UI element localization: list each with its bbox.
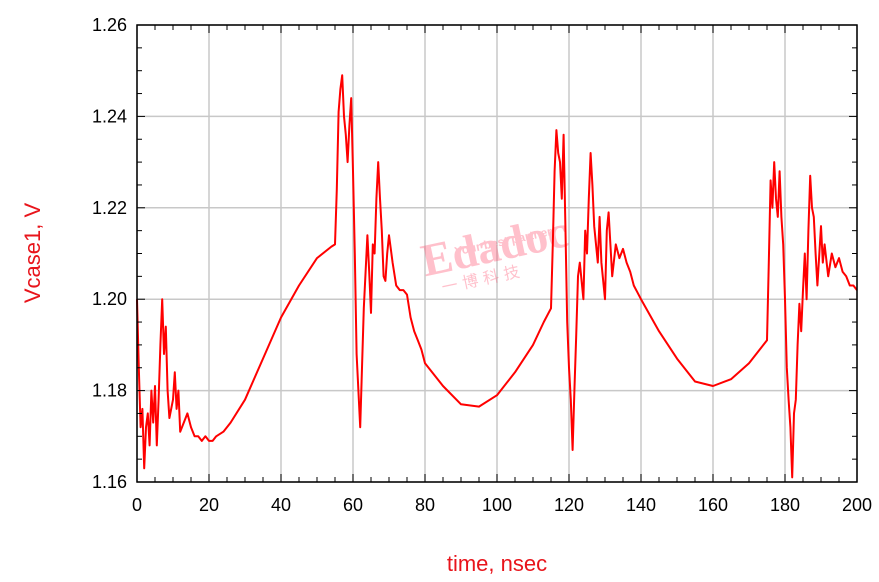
y-axis-label: Vcase1, V — [20, 203, 45, 304]
x-tick-label: 40 — [271, 495, 291, 515]
x-tick-label: 200 — [842, 495, 872, 515]
y-tick-label: 1.26 — [92, 15, 127, 35]
x-tick-label: 20 — [199, 495, 219, 515]
x-tick-label: 180 — [770, 495, 800, 515]
x-tick-label: 80 — [415, 495, 435, 515]
y-tick-label: 1.16 — [92, 472, 127, 492]
x-tick-label: 60 — [343, 495, 363, 515]
ticks: 0 20 40 60 80 100 120 140 160 180 200 1.16 1.18 1.20 1… — [92, 15, 872, 515]
series-line-vcase1 — [136, 74, 858, 479]
y-tick-label: 1.20 — [92, 289, 127, 309]
x-tick-label: 0 — [132, 495, 142, 515]
y-tick-label: 1.22 — [92, 198, 127, 218]
x-tick-label: 100 — [482, 495, 512, 515]
x-axis-label: time, nsec — [447, 551, 547, 576]
y-tick-label: 1.18 — [92, 381, 127, 401]
x-tick-label: 160 — [698, 495, 728, 515]
edadoc-watermark-logo: Edadoc Your best partner 一 博 科 技 — [417, 205, 573, 296]
x-tick-label: 140 — [626, 495, 656, 515]
y-tick-label: 1.24 — [92, 106, 127, 126]
x-tick-label: 120 — [554, 495, 584, 515]
